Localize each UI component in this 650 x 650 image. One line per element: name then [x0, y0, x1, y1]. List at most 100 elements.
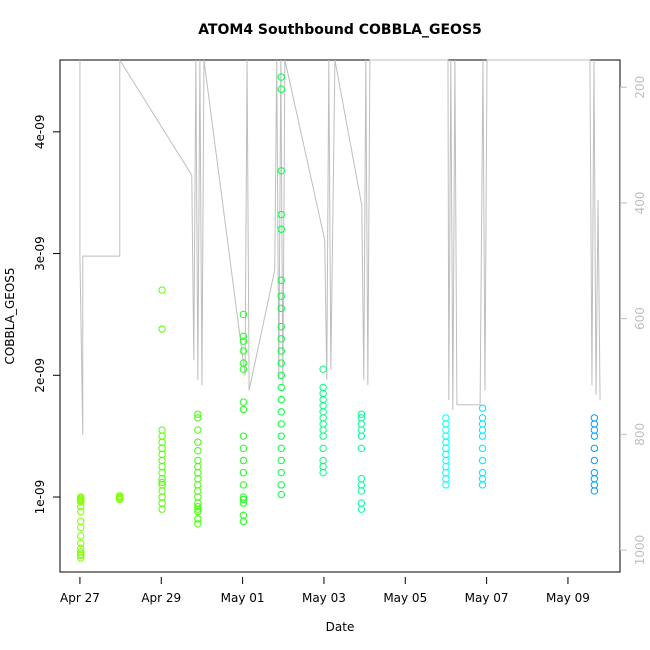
x-tick-label: May 05	[383, 591, 427, 605]
data-point	[442, 414, 450, 422]
x-tick-label: May 01	[221, 591, 265, 605]
data-point	[277, 395, 285, 404]
data-point	[277, 73, 285, 81]
data-point	[319, 456, 327, 465]
data-point	[478, 404, 487, 412]
data-point	[194, 438, 202, 446]
data-point	[239, 481, 248, 489]
chart-title: ATOM4 Southbound COBBLA_GEOS5	[198, 22, 482, 38]
x-tick-label: May 09	[546, 591, 590, 605]
data-point	[194, 414, 202, 422]
data-point	[277, 322, 285, 331]
data-point	[590, 468, 599, 477]
data-point	[319, 444, 327, 453]
data-point	[158, 478, 166, 487]
data-point	[77, 532, 85, 540]
data-point	[277, 359, 285, 367]
data-point	[319, 365, 327, 373]
data-point	[77, 539, 85, 547]
data-point	[277, 167, 285, 175]
data-point	[77, 503, 85, 511]
y-tick-label: 2e-09	[33, 358, 47, 393]
data-point	[357, 414, 366, 422]
data-point	[239, 493, 248, 501]
data-point	[277, 304, 285, 313]
data-point	[239, 310, 248, 319]
data-point	[277, 292, 285, 300]
y-tick-label: 4e-09	[33, 115, 47, 150]
data-point	[277, 85, 285, 93]
data-point	[277, 383, 285, 392]
data-point	[239, 347, 248, 355]
y2-tick-label: 800	[633, 423, 647, 446]
data-point	[77, 507, 85, 516]
data-point	[239, 432, 248, 440]
data-point	[277, 490, 285, 499]
data-point	[478, 414, 487, 422]
data-point	[277, 420, 285, 428]
data-point	[239, 337, 248, 345]
data-point	[478, 468, 487, 477]
data-point	[116, 495, 124, 504]
data-point	[478, 456, 487, 465]
data-point	[277, 335, 285, 343]
y-tick-label: 1e-09	[33, 480, 47, 515]
data-point	[357, 499, 366, 507]
data-point	[194, 505, 202, 513]
data-point	[158, 286, 166, 294]
data-point	[77, 554, 85, 562]
data-point	[194, 426, 202, 434]
data-point	[77, 550, 85, 558]
data-point	[277, 225, 285, 233]
x-tick-label: May 07	[465, 591, 509, 605]
y-axis-label: COBBLA_GEOS5	[3, 267, 17, 364]
data-point	[194, 503, 202, 511]
x-tick-label: Apr 29	[141, 591, 181, 605]
data-point	[277, 276, 285, 285]
data-point	[239, 444, 248, 453]
y2-tick-label: 600	[633, 307, 647, 330]
data-point	[158, 426, 166, 434]
y2-tick-label: 400	[633, 191, 647, 214]
data-point	[239, 332, 248, 341]
data-point	[239, 359, 248, 367]
data-point	[239, 511, 248, 519]
data-point	[277, 468, 285, 477]
data-point	[357, 410, 366, 418]
data-point	[590, 456, 599, 465]
data-point	[590, 414, 599, 422]
data-point	[194, 410, 202, 418]
data-point	[158, 325, 166, 333]
data-point	[77, 493, 85, 501]
x-tick-label: Apr 27	[60, 591, 100, 605]
data-point	[239, 398, 248, 406]
data-point	[194, 520, 202, 528]
data-point	[239, 405, 248, 414]
data-point	[277, 444, 285, 453]
data-point	[116, 493, 124, 501]
data-point	[194, 456, 202, 465]
data-point	[357, 475, 366, 483]
data-point	[277, 456, 285, 465]
data-point	[194, 507, 202, 516]
data-point	[277, 347, 285, 355]
data-point	[158, 493, 166, 501]
profile-line	[79, 58, 601, 435]
x-axis-label: Date	[326, 620, 355, 634]
data-point	[239, 468, 248, 477]
data-point	[194, 447, 202, 455]
data-point	[590, 444, 599, 453]
data-point	[277, 432, 285, 440]
data-point	[239, 456, 248, 465]
data-point	[277, 371, 285, 379]
data-point	[277, 210, 285, 219]
y2-tick-label: 1000	[633, 535, 647, 566]
data-point	[478, 444, 487, 453]
data-point	[194, 515, 202, 523]
data-point	[239, 495, 248, 504]
data-point	[357, 444, 366, 453]
data-point	[319, 383, 327, 392]
data-point	[77, 523, 85, 532]
